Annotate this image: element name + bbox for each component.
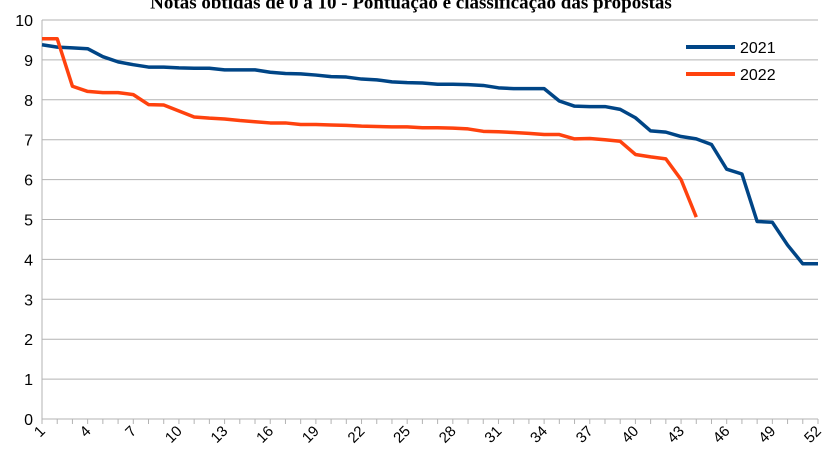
series-line-2021 [41, 43, 818, 266]
legend: 2021 2022 [686, 40, 776, 84]
chart-title: Notas obtidas de 0 a 10 - Pontuação e cl… [150, 0, 672, 13]
x-tick-label: 22 [345, 423, 369, 447]
y-tick-label: 0 [24, 412, 33, 429]
axes [41, 20, 819, 424]
x-tick-label: 34 [527, 423, 551, 447]
y-tick-label: 6 [24, 173, 33, 190]
x-tick-label: 7 [122, 423, 140, 441]
y-tick-label: 3 [24, 292, 33, 309]
y-axis-ticks: 0 1 2 3 4 5 6 7 8 9 10 [15, 13, 33, 429]
x-tick-label: 40 [618, 423, 642, 447]
series-line-2022 [42, 37, 698, 218]
series-lines [41, 37, 818, 266]
y-tick-label: 10 [15, 13, 33, 30]
y-tick-label: 4 [24, 252, 33, 269]
x-tick-label: 1 [31, 423, 49, 441]
x-tick-label: 52 [801, 423, 823, 447]
x-tick-label: 43 [664, 423, 688, 447]
y-tick-label: 7 [24, 133, 33, 150]
legend-label-2022: 2022 [740, 67, 776, 84]
x-tick-label: 16 [253, 423, 277, 447]
x-tick-label: 46 [710, 423, 734, 447]
y-tick-label: 2 [24, 332, 33, 349]
x-tick-label: 28 [436, 423, 460, 447]
y-tick-label: 8 [24, 93, 33, 110]
y-tick-label: 9 [24, 53, 33, 70]
x-tick-label: 49 [755, 423, 779, 447]
x-tick-label: 10 [162, 423, 186, 447]
x-tick-label: 25 [390, 423, 414, 447]
x-tick-label: 13 [208, 423, 232, 447]
y-tick-label: 1 [24, 372, 33, 389]
x-tick-label: 19 [299, 423, 323, 447]
x-axis-ticks: 1 4 7 10 13 16 19 22 25 28 31 34 37 40 43 46 49 52 [31, 423, 823, 447]
x-tick-label: 4 [77, 423, 95, 441]
grid-lines [42, 19, 818, 420]
legend-label-2021: 2021 [740, 40, 776, 57]
x-tick-label: 31 [481, 423, 505, 447]
y-tick-label: 5 [24, 213, 33, 230]
x-tick-label: 37 [573, 423, 597, 447]
